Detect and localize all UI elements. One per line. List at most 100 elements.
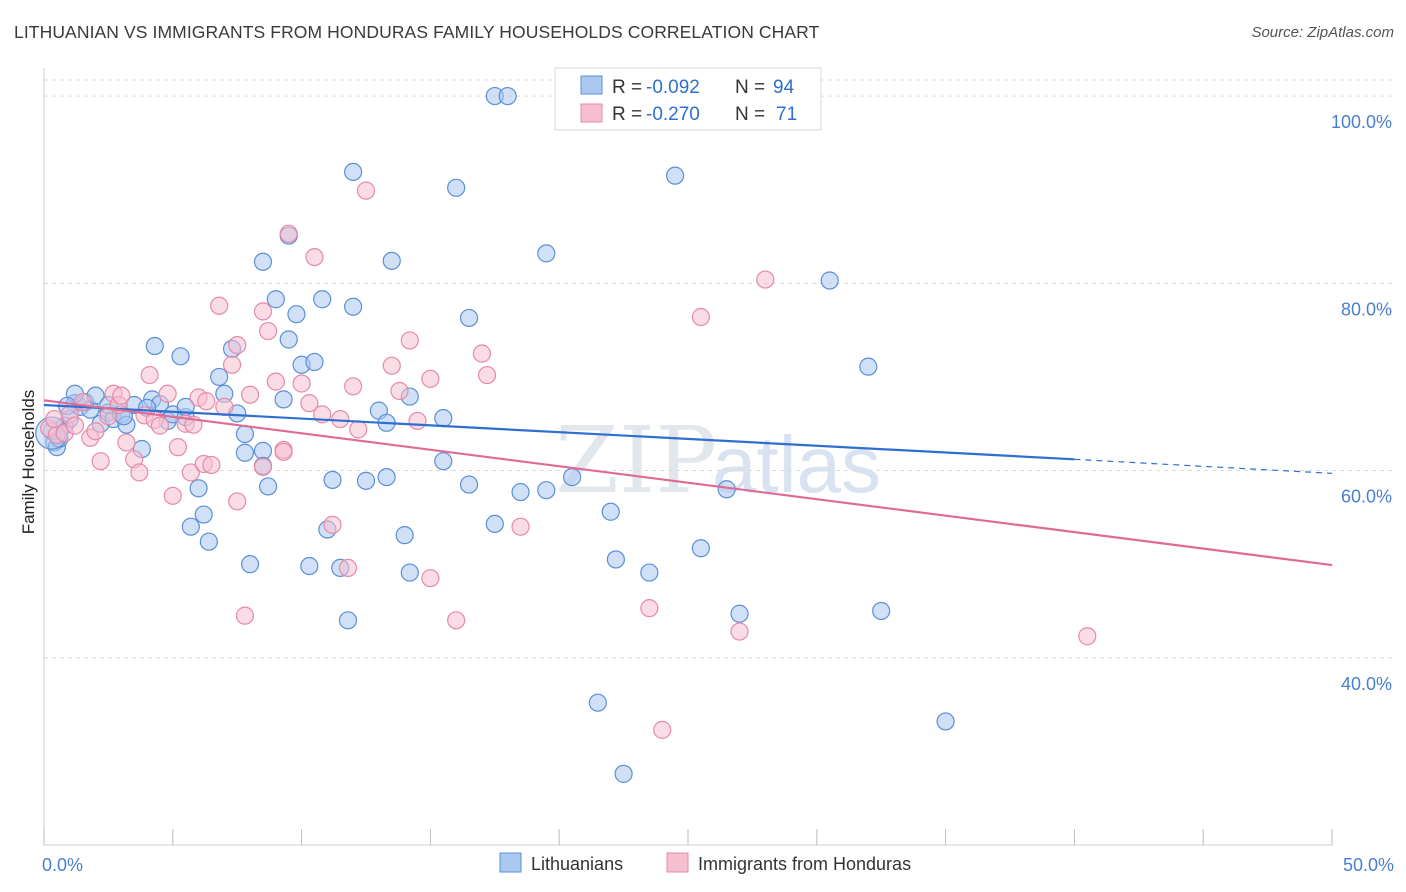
lithuanians-point — [382, 251, 401, 270]
lithuanians-point — [820, 271, 839, 290]
lithuanians-point — [235, 443, 255, 462]
honduras-point — [45, 409, 64, 429]
lithuanians-point — [145, 336, 164, 356]
legend-swatch-honduras — [666, 852, 689, 873]
stats-box: R = -0.092 N = 94 R = -0.270 N = 71 — [554, 67, 822, 131]
honduras-point — [653, 720, 672, 739]
y-axis-title: Family Households — [19, 390, 38, 535]
honduras-point — [408, 411, 427, 431]
legend: Lithuanians Immigrants from Honduras — [499, 852, 911, 874]
lithuanians-point — [356, 471, 376, 490]
honduras-point — [756, 270, 775, 289]
y-tick-label: 40.0% — [1341, 674, 1392, 694]
honduras-point — [1078, 627, 1097, 646]
watermark-atlas: atlas — [712, 420, 881, 509]
honduras-point — [140, 365, 159, 385]
lithuanians-point — [189, 479, 208, 498]
honduras-point — [163, 486, 182, 505]
x-tick-label-max: 50.0% — [1343, 855, 1394, 875]
honduras-point — [266, 372, 285, 391]
lithuanians-point — [601, 502, 620, 521]
lithuanians-point — [640, 563, 659, 582]
lithuanians-point — [614, 764, 633, 783]
chart-title: LITHUANIAN VS IMMIGRANTS FROM HONDURAS F… — [14, 22, 820, 42]
lithuanians-point — [344, 162, 363, 182]
lithuanians-point — [859, 357, 878, 376]
honduras-point — [168, 438, 188, 457]
honduras-point — [356, 181, 376, 200]
honduras-point — [240, 385, 260, 404]
honduras-point — [730, 622, 749, 641]
honduras-point — [158, 384, 177, 403]
honduras-point — [349, 420, 368, 439]
honduras-point — [91, 452, 110, 471]
lithuanians-point — [338, 611, 358, 630]
honduras-point — [344, 377, 363, 396]
lithuanians-point — [377, 467, 396, 487]
honduras-point — [400, 331, 419, 350]
honduras-point — [202, 455, 221, 475]
y-tick-labels: 40.0% 60.0% 80.0% 100.0% — [1331, 112, 1392, 694]
lithuanians-point — [323, 470, 342, 490]
honduras-point — [112, 386, 131, 405]
honduras-point — [338, 558, 358, 578]
honduras-point — [253, 302, 273, 321]
lithuanians-point — [253, 252, 273, 271]
honduras-point — [421, 369, 440, 388]
legend-label-lithuanians: Lithuanians — [531, 854, 623, 874]
lithuanians-point — [344, 297, 363, 316]
lithuanians-point — [511, 482, 530, 502]
stats-r-value-2: -0.270 — [646, 104, 700, 125]
honduras-point — [259, 321, 278, 341]
stats-n-label-2: N = — [735, 104, 765, 125]
stats-n-value-1: 94 — [773, 77, 795, 98]
lithuanians-point — [459, 308, 479, 328]
lithuanians-point — [287, 305, 306, 324]
honduras-point — [331, 409, 350, 429]
honduras-point — [228, 335, 247, 355]
honduras-point — [323, 515, 342, 534]
y-tick-label: 60.0% — [1341, 487, 1392, 507]
honduras-trend-line — [43, 399, 1333, 567]
lithuanians-point — [459, 475, 479, 494]
lithuanians-point — [485, 514, 504, 534]
legend-swatch-lithuanians — [499, 852, 522, 873]
x-ticks — [43, 829, 1333, 845]
lithuanians-point — [199, 532, 218, 551]
lithuanians-point — [400, 563, 419, 582]
legend-label-honduras: Immigrants from Honduras — [698, 854, 911, 874]
lithuanians-point — [313, 290, 332, 309]
lithuanians-point — [240, 555, 260, 574]
honduras-point — [130, 463, 149, 482]
lithuanians-point — [936, 712, 955, 731]
honduras-point — [150, 416, 170, 435]
lithuanians-point — [210, 367, 229, 387]
lithuanians-point — [434, 452, 453, 471]
lithuanians-trend-line — [43, 403, 1075, 461]
honduras-point — [235, 606, 255, 625]
honduras-point — [253, 457, 273, 476]
honduras-point — [300, 394, 319, 413]
honduras-point — [691, 307, 710, 327]
honduras-point — [390, 381, 409, 401]
honduras-point — [511, 517, 530, 536]
honduras-point — [305, 248, 324, 267]
lithuanians-point — [305, 352, 324, 372]
lithuanians-point — [447, 178, 466, 197]
honduras-point — [65, 416, 85, 435]
lithuanians-point — [730, 604, 749, 623]
stats-swatch-pink — [580, 103, 603, 123]
stats-r-label-2: R = — [612, 104, 642, 125]
honduras-point — [472, 344, 492, 363]
honduras-point — [86, 422, 105, 441]
lithuanians-point — [872, 601, 891, 621]
honduras-point — [222, 355, 242, 374]
x-tick-label-min: 0.0% — [42, 855, 83, 875]
lithuanians-point — [606, 550, 625, 569]
svg-text:R = -0.270 N =: R = -0.270 N = 71 — [612, 104, 797, 125]
honduras-point — [640, 599, 659, 618]
trend-lines — [43, 399, 1333, 567]
lithuanians-point — [434, 409, 453, 428]
stats-r-value-1: -0.092 — [646, 77, 700, 98]
